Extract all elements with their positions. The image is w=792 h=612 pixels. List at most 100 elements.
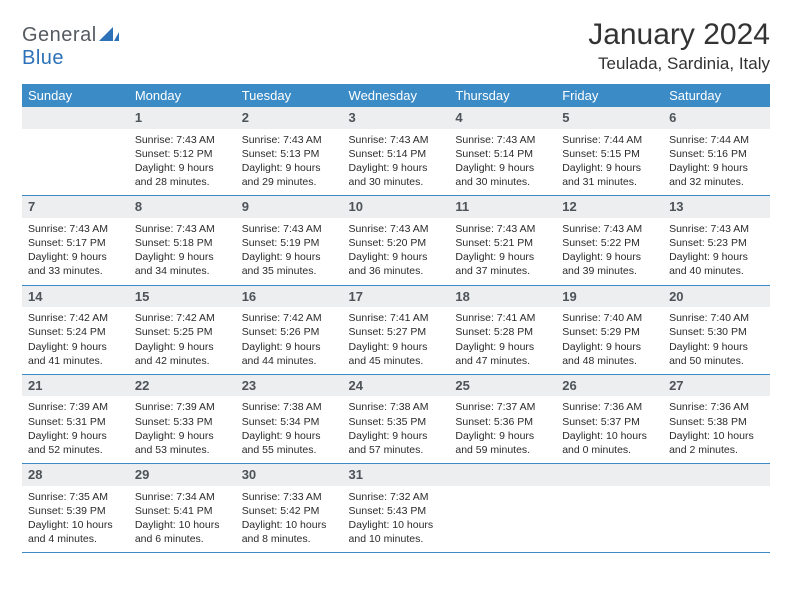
sunrise-text: Sunrise: 7:36 AM	[562, 400, 657, 414]
day-details: Sunrise: 7:44 AMSunset: 5:15 PMDaylight:…	[556, 129, 663, 196]
day-cell: 24Sunrise: 7:38 AMSunset: 5:35 PMDayligh…	[343, 374, 450, 463]
daylight-text: Daylight: 9 hours and 48 minutes.	[562, 340, 657, 368]
day-cell: 25Sunrise: 7:37 AMSunset: 5:36 PMDayligh…	[449, 374, 556, 463]
day-cell: 10Sunrise: 7:43 AMSunset: 5:20 PMDayligh…	[343, 196, 450, 285]
day-details: Sunrise: 7:44 AMSunset: 5:16 PMDaylight:…	[663, 129, 770, 196]
day-number: 24	[343, 375, 450, 397]
day-details: Sunrise: 7:40 AMSunset: 5:30 PMDaylight:…	[663, 307, 770, 374]
sunrise-text: Sunrise: 7:38 AM	[242, 400, 337, 414]
daylight-text: Daylight: 9 hours and 47 minutes.	[455, 340, 550, 368]
day-number: 20	[663, 286, 770, 308]
day-number: 23	[236, 375, 343, 397]
day-number: .	[556, 464, 663, 486]
daylight-text: Daylight: 10 hours and 6 minutes.	[135, 518, 230, 546]
day-details: Sunrise: 7:43 AMSunset: 5:23 PMDaylight:…	[663, 218, 770, 285]
day-details: Sunrise: 7:39 AMSunset: 5:31 PMDaylight:…	[22, 396, 129, 463]
daylight-text: Daylight: 9 hours and 59 minutes.	[455, 429, 550, 457]
daylight-text: Daylight: 9 hours and 36 minutes.	[349, 250, 444, 278]
day-number: 9	[236, 196, 343, 218]
sunrise-text: Sunrise: 7:43 AM	[135, 133, 230, 147]
day-cell: .	[22, 107, 129, 196]
day-details: Sunrise: 7:34 AMSunset: 5:41 PMDaylight:…	[129, 486, 236, 553]
sunset-text: Sunset: 5:16 PM	[669, 147, 764, 161]
sunset-text: Sunset: 5:43 PM	[349, 504, 444, 518]
sunrise-text: Sunrise: 7:43 AM	[135, 222, 230, 236]
brand-name-b: Blue	[22, 47, 64, 69]
day-number: 6	[663, 107, 770, 129]
daylight-text: Daylight: 9 hours and 41 minutes.	[28, 340, 123, 368]
daylight-text: Daylight: 9 hours and 42 minutes.	[135, 340, 230, 368]
daylight-text: Daylight: 9 hours and 40 minutes.	[669, 250, 764, 278]
day-number: 3	[343, 107, 450, 129]
daylight-text: Daylight: 9 hours and 28 minutes.	[135, 161, 230, 189]
day-number: 17	[343, 286, 450, 308]
sunrise-text: Sunrise: 7:40 AM	[669, 311, 764, 325]
week-row: 7 Sunrise: 7:43 AM Sunset: 5:17 PM Daylight…	[22, 196, 770, 285]
daylight-text: Daylight: 9 hours and 53 minutes.	[135, 429, 230, 457]
sunrise-text: Sunrise: 7:39 AM	[28, 400, 123, 414]
day-cell: 20Sunrise: 7:40 AMSunset: 5:30 PMDayligh…	[663, 285, 770, 374]
day-details: Sunrise: 7:43 AMSunset: 5:14 PMDaylight:…	[449, 129, 556, 196]
dow-header: Thursday	[449, 84, 556, 107]
dow-header: Sunday	[22, 84, 129, 107]
day-number: 12	[556, 196, 663, 218]
daylight-text: Daylight: 9 hours and 35 minutes.	[242, 250, 337, 278]
sunset-text: Sunset: 5:25 PM	[135, 325, 230, 339]
day-number: 5	[556, 107, 663, 129]
sunset-text: Sunset: 5:14 PM	[349, 147, 444, 161]
sunset-text: Sunset: 5:19 PM	[242, 236, 337, 250]
sunset-text: Sunset: 5:27 PM	[349, 325, 444, 339]
sunset-text: Sunset: 5:21 PM	[455, 236, 550, 250]
day-details: Sunrise: 7:36 AMSunset: 5:38 PMDaylight:…	[663, 396, 770, 463]
daylight-text: Daylight: 10 hours and 10 minutes.	[349, 518, 444, 546]
day-number: 11	[449, 196, 556, 218]
month-title: January 2024	[588, 18, 770, 52]
daylight-text: Daylight: 9 hours and 45 minutes.	[349, 340, 444, 368]
day-cell: 13Sunrise: 7:43 AMSunset: 5:23 PMDayligh…	[663, 196, 770, 285]
day-cell: .	[663, 464, 770, 553]
day-details: Sunrise: 7:43 AMSunset: 5:21 PMDaylight:…	[449, 218, 556, 285]
day-number: 30	[236, 464, 343, 486]
sunset-text: Sunset: 5:38 PM	[669, 415, 764, 429]
sunrise-text: Sunrise: 7:34 AM	[135, 490, 230, 504]
daylight-text: Daylight: 10 hours and 8 minutes.	[242, 518, 337, 546]
sunrise-text: Sunrise: 7:43 AM	[562, 222, 657, 236]
day-details: Sunrise: 7:43 AMSunset: 5:22 PMDaylight:…	[556, 218, 663, 285]
day-details: Sunrise: 7:33 AMSunset: 5:42 PMDaylight:…	[236, 486, 343, 553]
sunrise-text: Sunrise: 7:41 AM	[349, 311, 444, 325]
day-number: 28	[22, 464, 129, 486]
day-details: Sunrise: 7:43 AMSunset: 5:12 PMDaylight:…	[129, 129, 236, 196]
day-number: 29	[129, 464, 236, 486]
day-number: 16	[236, 286, 343, 308]
day-cell: 3Sunrise: 7:43 AMSunset: 5:14 PMDaylight…	[343, 107, 450, 196]
sail-icon	[99, 24, 119, 47]
daylight-text: Daylight: 9 hours and 52 minutes.	[28, 429, 123, 457]
day-details	[663, 486, 770, 544]
day-cell: .	[556, 464, 663, 553]
sunset-text: Sunset: 5:30 PM	[669, 325, 764, 339]
sunrise-text: Sunrise: 7:33 AM	[242, 490, 337, 504]
calendar-table: Sunday Monday Tuesday Wednesday Thursday…	[22, 84, 770, 553]
sunrise-text: Sunrise: 7:43 AM	[242, 222, 337, 236]
brand-name: GeneralBlue	[22, 24, 119, 70]
sunset-text: Sunset: 5:22 PM	[562, 236, 657, 250]
sunset-text: Sunset: 5:15 PM	[562, 147, 657, 161]
sunset-text: Sunset: 5:41 PM	[135, 504, 230, 518]
sunrise-text: Sunrise: 7:42 AM	[135, 311, 230, 325]
day-details: Sunrise: 7:43 AMSunset: 5:19 PMDaylight:…	[236, 218, 343, 285]
day-details: Sunrise: 7:42 AMSunset: 5:25 PMDaylight:…	[129, 307, 236, 374]
sunrise-text: Sunrise: 7:36 AM	[669, 400, 764, 414]
day-details	[449, 486, 556, 544]
day-details: Sunrise: 7:42 AMSunset: 5:24 PMDaylight:…	[22, 307, 129, 374]
sunset-text: Sunset: 5:33 PM	[135, 415, 230, 429]
day-number: 7	[22, 196, 129, 218]
sunrise-text: Sunrise: 7:43 AM	[349, 222, 444, 236]
sunset-text: Sunset: 5:37 PM	[562, 415, 657, 429]
daylight-text: Daylight: 9 hours and 50 minutes.	[669, 340, 764, 368]
day-details: Sunrise: 7:41 AMSunset: 5:27 PMDaylight:…	[343, 307, 450, 374]
day-cell: 22Sunrise: 7:39 AMSunset: 5:33 PMDayligh…	[129, 374, 236, 463]
day-number: 13	[663, 196, 770, 218]
sunset-text: Sunset: 5:17 PM	[28, 236, 123, 250]
dow-header: Friday	[556, 84, 663, 107]
sunrise-text: Sunrise: 7:40 AM	[562, 311, 657, 325]
